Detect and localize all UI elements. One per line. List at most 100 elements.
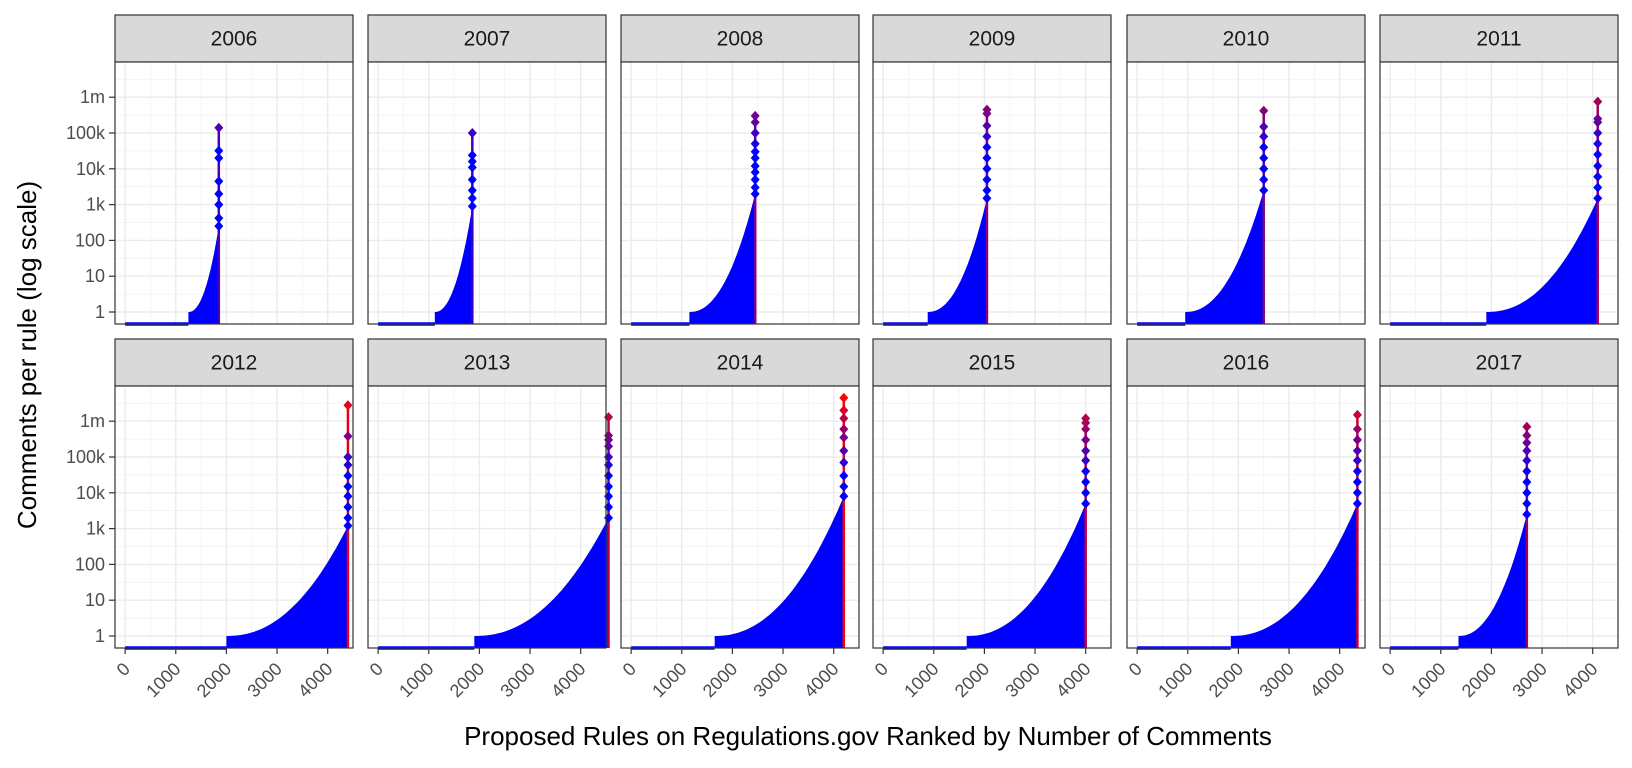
rule-point bbox=[1593, 117, 1603, 128]
panel-border bbox=[1379, 61, 1619, 325]
rule-point bbox=[750, 146, 760, 157]
rule-point bbox=[1352, 434, 1362, 445]
rule-point bbox=[1352, 477, 1362, 488]
x-tick-label: 4000 bbox=[547, 659, 589, 701]
rule-point bbox=[1522, 477, 1532, 488]
ranked-rules-body bbox=[474, 517, 609, 648]
x-tick-label: 0 bbox=[1125, 659, 1146, 680]
ranked-rules-body bbox=[226, 525, 348, 648]
facet-panel-2006: 2006 1 10 100 1k 10k 100k 1m bbox=[66, 14, 354, 326]
facet-strip bbox=[872, 338, 1112, 387]
y-tick-label: 10 bbox=[85, 266, 105, 286]
x-tick-label: 1000 bbox=[648, 659, 690, 701]
plot-background bbox=[873, 62, 1111, 324]
ranked-rules-body bbox=[434, 206, 473, 324]
rule-point bbox=[1522, 430, 1532, 441]
ranked-rules-body bbox=[966, 503, 1086, 648]
panel-border bbox=[114, 385, 354, 649]
x-tick-label: 2000 bbox=[1458, 659, 1500, 701]
ranked-rules-body bbox=[927, 198, 987, 324]
rule-point bbox=[1593, 193, 1603, 204]
rule-point bbox=[1522, 421, 1532, 432]
y-tick-label: 10k bbox=[76, 159, 106, 179]
grid bbox=[1127, 386, 1365, 648]
rule-point bbox=[839, 457, 849, 468]
rule-point bbox=[343, 431, 353, 442]
rule-point bbox=[214, 188, 224, 199]
ranked-rules-body bbox=[1230, 503, 1358, 648]
rule-point bbox=[1081, 466, 1091, 477]
x-tick-label: 2000 bbox=[951, 659, 993, 701]
rule-point bbox=[982, 108, 992, 119]
rule-point bbox=[1522, 445, 1532, 456]
facet-panel-2010: 2010 bbox=[1126, 14, 1366, 326]
x-tick-label: 0 bbox=[1378, 659, 1399, 680]
x-tick-label: 2000 bbox=[1205, 659, 1247, 701]
x-tick-label: 0 bbox=[113, 659, 134, 680]
x-tick-label: 4000 bbox=[294, 659, 336, 701]
x-tick-label: 3000 bbox=[243, 659, 285, 701]
x-axis-title: Proposed Rules on Regulations.gov Ranked… bbox=[464, 721, 1272, 751]
ranked-rules-body bbox=[1185, 190, 1264, 324]
rule-point bbox=[214, 176, 224, 187]
facet-strip-label: 2012 bbox=[211, 352, 258, 375]
y-tick-label: 10 bbox=[85, 590, 105, 610]
rule-point bbox=[1352, 455, 1362, 466]
rule-point bbox=[1593, 149, 1603, 160]
facet-strip bbox=[114, 338, 354, 387]
rule-point bbox=[750, 138, 760, 149]
rule-point bbox=[982, 120, 992, 131]
facet-strip-label: 2009 bbox=[969, 28, 1016, 51]
y-tick-label: 1 bbox=[95, 626, 105, 646]
rule-point bbox=[1081, 417, 1091, 428]
panel-border bbox=[1126, 385, 1366, 649]
x-tick-label: 1000 bbox=[1154, 659, 1196, 701]
facet-strip-label: 2013 bbox=[464, 352, 511, 375]
rule-point bbox=[343, 470, 353, 481]
rule-point bbox=[1522, 466, 1532, 477]
rule-point bbox=[1352, 498, 1362, 509]
facet-panel-2015: 2015 0 1000 2000 3000 4000 bbox=[871, 338, 1112, 701]
facet-strip-label: 2017 bbox=[1476, 352, 1523, 375]
facet-strip-label: 2011 bbox=[1476, 28, 1521, 51]
rule-point bbox=[839, 424, 849, 435]
rule-point bbox=[343, 512, 353, 523]
rule-point bbox=[839, 470, 849, 481]
x-tick-label: 4000 bbox=[1559, 659, 1601, 701]
rule-point bbox=[343, 459, 353, 470]
grid bbox=[873, 62, 1111, 324]
panel-border bbox=[367, 61, 607, 325]
facet-panel-2008: 2008 bbox=[620, 14, 860, 326]
rule-point bbox=[1081, 477, 1091, 488]
rule-point bbox=[982, 163, 992, 174]
panel-border bbox=[1126, 61, 1366, 325]
series-2007 bbox=[378, 128, 477, 326]
ranked-rules-body bbox=[1486, 198, 1598, 324]
rule-point bbox=[750, 182, 760, 193]
rule-point bbox=[750, 110, 760, 121]
rule-point bbox=[1259, 174, 1269, 185]
x-tick-label: 1000 bbox=[395, 659, 437, 701]
rule-point bbox=[467, 128, 477, 138]
rule-point bbox=[214, 145, 224, 156]
rule-point bbox=[214, 221, 224, 232]
rule-point bbox=[343, 452, 353, 462]
rule-point bbox=[982, 174, 992, 185]
y-tick-label: 1m bbox=[80, 87, 105, 107]
rule-point bbox=[982, 185, 992, 196]
panel-border bbox=[620, 61, 860, 325]
rule-point bbox=[343, 520, 353, 531]
facet-strip bbox=[367, 14, 607, 63]
x-tick-label: 1000 bbox=[1407, 659, 1449, 701]
facet-strip bbox=[620, 14, 860, 63]
rule-point bbox=[982, 142, 992, 153]
rule-point bbox=[343, 502, 353, 513]
rule-point bbox=[1522, 509, 1532, 520]
facet-panel-2014: 2014 0 1000 2000 3000 4000 bbox=[619, 338, 860, 701]
y-tick-label: 10k bbox=[76, 483, 106, 503]
panel-border bbox=[872, 61, 1112, 325]
facet-strip bbox=[114, 14, 354, 63]
rule-point bbox=[750, 160, 760, 171]
facet-strip-label: 2015 bbox=[969, 352, 1016, 375]
rule-point bbox=[343, 400, 353, 411]
